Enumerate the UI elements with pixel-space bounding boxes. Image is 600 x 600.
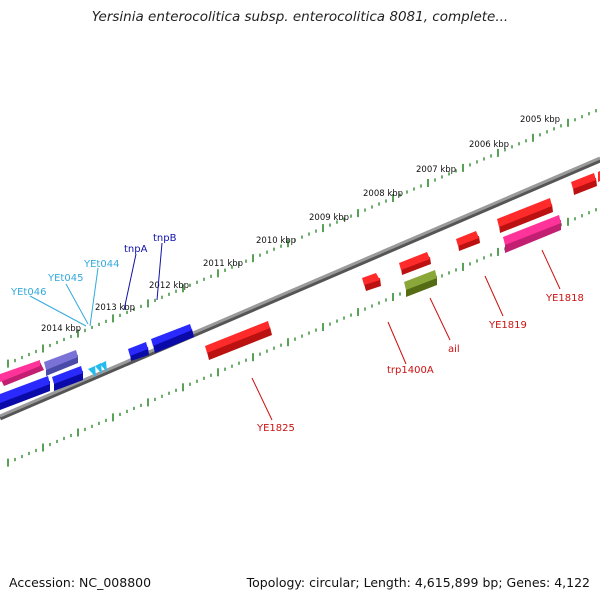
label-tnpA: tnpA	[124, 244, 148, 255]
label-yet045: YEt045	[47, 273, 83, 284]
callout-ye1818	[541, 249, 561, 290]
callout-yet045	[65, 283, 89, 325]
kbp-label-2008: 2008 kbp	[363, 189, 403, 199]
genome-backbone	[0, 156, 600, 418]
label-ye1819: YE1819	[488, 320, 527, 331]
gene-pink-left[interactable]	[0, 360, 44, 386]
gene-blue-tnpA[interactable]	[128, 342, 149, 361]
gene-red-trp1400A[interactable]	[362, 273, 381, 291]
genome-backbone-shadow	[0, 157, 600, 421]
kbp-label-2006: 2006 kbp	[469, 140, 509, 150]
kbp-label-2013: 2013 kbp	[95, 303, 135, 313]
callout-yet044	[89, 267, 99, 327]
kbp-label-2005: 2005 kbp	[520, 115, 560, 125]
callout-ail	[429, 297, 451, 341]
gene-blue-left-lower[interactable]	[0, 376, 50, 410]
kbp-label-2014: 2014 kbp	[41, 324, 81, 334]
label-yet046: YEt046	[10, 287, 46, 298]
accession-text: Accession: NC_008800	[9, 575, 152, 590]
gene-pink-ye1818[interactable]	[503, 215, 561, 253]
gene-blue-tnpB[interactable]	[151, 324, 194, 353]
map-title: Yersinia enterocolitica subsp. enterocol…	[91, 9, 509, 25]
label-ail: ail	[448, 344, 460, 355]
kbp-labels: 2014 kbp 2013 kbp 2012 kbp 2011 kbp 2010…	[41, 115, 560, 334]
forward-genes	[0, 321, 272, 386]
callout-yet046	[29, 295, 87, 327]
kbp-label-2012: 2012 kbp	[149, 281, 189, 291]
callout-tnpB	[156, 242, 163, 301]
gene-labels: YEt046 YEt045 YEt044 tnpA tnpB YE1825 tr…	[10, 233, 584, 434]
kbp-label-2007: 2007 kbp	[416, 165, 456, 175]
gene-red-upper-mid[interactable]	[399, 252, 431, 275]
callout-ye1825	[251, 377, 273, 421]
callout-lines	[29, 242, 561, 421]
label-trp1400A: trp1400A	[387, 365, 434, 376]
kbp-label-2011: 2011 kbp	[203, 259, 243, 269]
callout-ye1819	[484, 275, 504, 317]
gene-blue-mid-lower[interactable]	[52, 366, 83, 391]
kbp-label-2009: 2009 kbp	[309, 213, 349, 223]
gene-olive-ail[interactable]	[404, 270, 437, 297]
outer-scale-ticks	[7, 109, 597, 368]
callout-trp1400A	[387, 321, 407, 365]
gene-red-ye1825[interactable]	[205, 321, 272, 360]
gene-red-ye1819[interactable]	[456, 231, 480, 251]
topology-text: Topology: circular; Length: 4,615,899 bp…	[246, 575, 590, 590]
label-tnpB: tnpB	[153, 233, 177, 244]
gene-purple-left[interactable]	[44, 350, 78, 376]
gene-cyan-trna[interactable]	[88, 361, 107, 377]
label-ye1818: YE1818	[545, 293, 584, 304]
gene-red-upper-right[interactable]	[497, 198, 553, 233]
gene-red-far-right[interactable]	[571, 171, 600, 195]
reverse-genes	[0, 171, 600, 410]
label-yet044: YEt044	[83, 259, 119, 270]
kbp-label-2010: 2010 kbp	[256, 236, 296, 246]
label-ye1825: YE1825	[256, 423, 295, 434]
callout-tnpA	[123, 253, 137, 311]
